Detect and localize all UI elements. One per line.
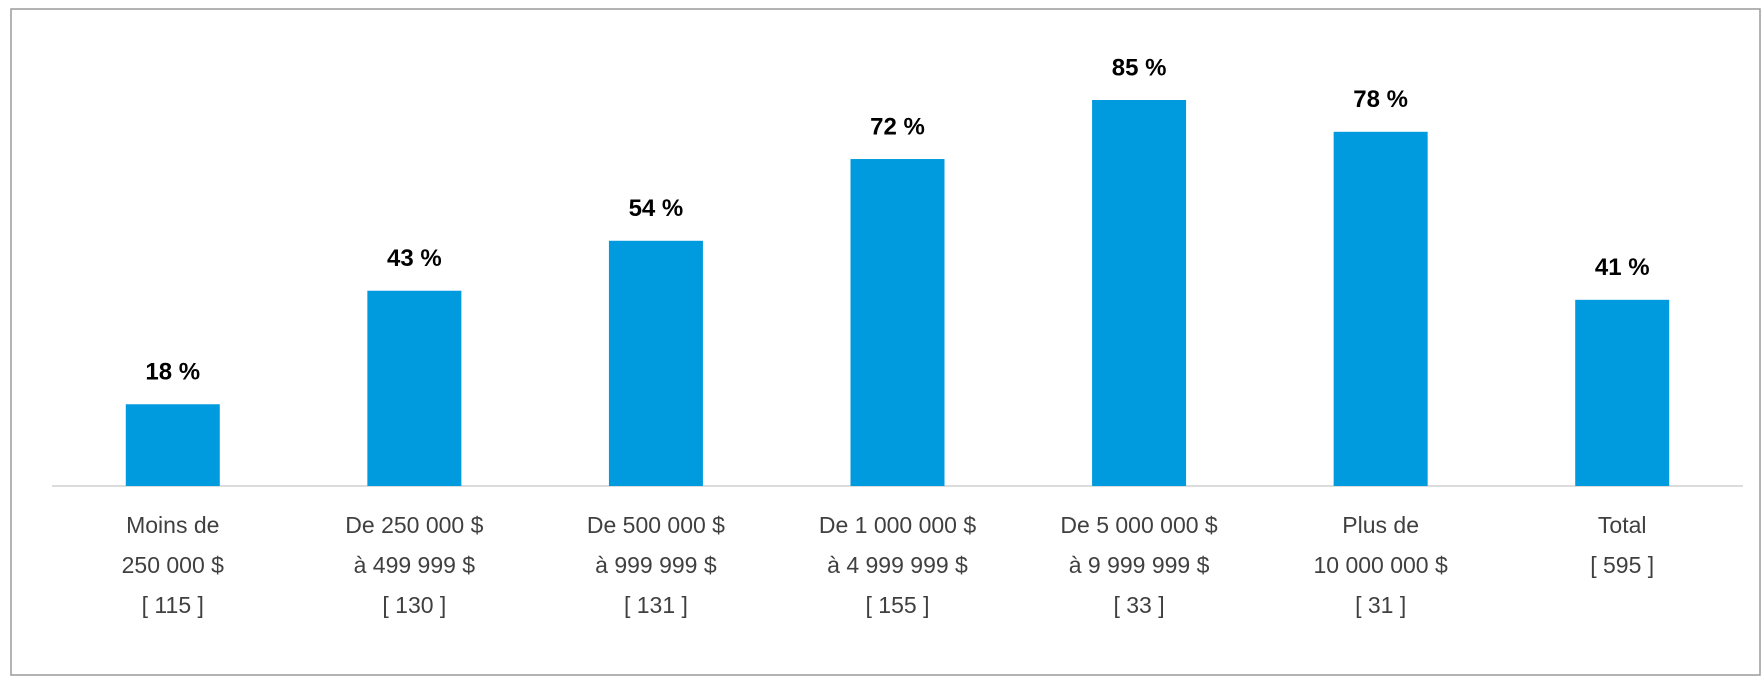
x-tick-label: à 4 999 999 $ xyxy=(827,552,968,578)
x-tick-label: Moins de xyxy=(126,512,219,538)
x-tick-label: Plus de xyxy=(1342,512,1419,538)
bar xyxy=(125,404,220,486)
x-tick-label: [ 155 ] xyxy=(866,592,930,618)
value-label: 18 % xyxy=(145,359,200,386)
bar xyxy=(1092,100,1187,486)
x-tick-label: [ 115 ] xyxy=(142,592,204,618)
bar xyxy=(850,159,945,487)
x-tick-label: [ 131 ] xyxy=(624,592,688,618)
x-tick-label: à 9 999 999 $ xyxy=(1069,552,1210,578)
value-label: 85 % xyxy=(1112,54,1167,81)
value-label: 54 % xyxy=(629,195,684,222)
x-tick-label: à 999 999 $ xyxy=(595,552,717,578)
bar xyxy=(608,240,703,486)
x-tick-label: Total xyxy=(1598,512,1647,538)
value-label: 43 % xyxy=(387,245,442,272)
x-tick-label: [ 31 ] xyxy=(1355,592,1406,618)
x-tick-label: à 499 999 $ xyxy=(354,552,476,578)
x-tick-label: De 500 000 $ xyxy=(587,512,725,538)
x-tick-label: 10 000 000 $ xyxy=(1313,552,1448,578)
x-tick-label: [ 595 ] xyxy=(1590,552,1654,578)
x-tick-label: [ 33 ] xyxy=(1113,592,1164,618)
value-label: 72 % xyxy=(870,113,925,140)
x-tick-label: 250 000 $ xyxy=(122,552,225,578)
bar xyxy=(1333,131,1428,486)
value-label: 41 % xyxy=(1595,254,1650,281)
bar xyxy=(367,290,462,486)
x-tick-label: De 5 000 000 $ xyxy=(1060,512,1218,538)
x-tick-label: De 250 000 $ xyxy=(345,512,483,538)
value-label: 78 % xyxy=(1353,86,1408,113)
x-tick-label: De 1 000 000 $ xyxy=(819,512,977,538)
bar xyxy=(1575,299,1670,486)
x-tick-label: [ 130 ] xyxy=(382,592,446,618)
